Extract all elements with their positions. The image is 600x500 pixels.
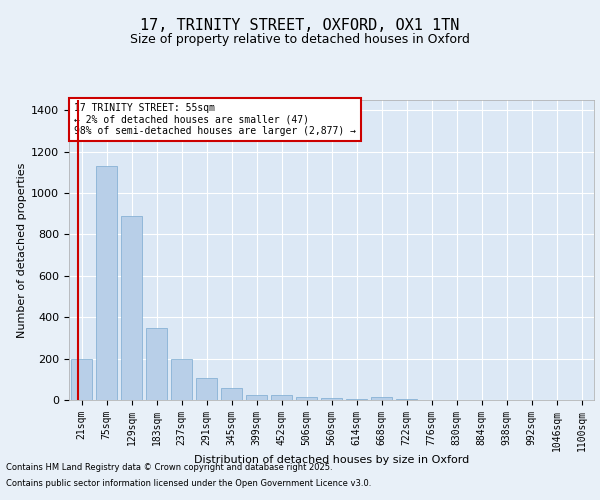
Bar — [296, 397, 317, 400]
Text: Size of property relative to detached houses in Oxford: Size of property relative to detached ho… — [130, 32, 470, 46]
Bar — [96, 166, 117, 400]
Bar — [321, 398, 342, 400]
Bar — [246, 395, 267, 400]
Text: Contains HM Land Registry data © Crown copyright and database right 2025.: Contains HM Land Registry data © Crown c… — [6, 464, 332, 472]
Bar — [271, 395, 292, 400]
Bar — [396, 399, 417, 400]
Bar — [71, 359, 92, 400]
Text: Contains public sector information licensed under the Open Government Licence v3: Contains public sector information licen… — [6, 478, 371, 488]
Text: 17 TRINITY STREET: 55sqm
← 2% of detached houses are smaller (47)
98% of semi-de: 17 TRINITY STREET: 55sqm ← 2% of detache… — [74, 103, 356, 136]
Bar — [221, 388, 242, 400]
Bar — [121, 216, 142, 400]
Bar — [146, 328, 167, 400]
Text: 17, TRINITY STREET, OXFORD, OX1 1TN: 17, TRINITY STREET, OXFORD, OX1 1TN — [140, 18, 460, 32]
Bar — [171, 359, 192, 400]
Bar — [371, 397, 392, 400]
Bar — [346, 399, 367, 400]
X-axis label: Distribution of detached houses by size in Oxford: Distribution of detached houses by size … — [194, 455, 469, 465]
Y-axis label: Number of detached properties: Number of detached properties — [17, 162, 27, 338]
Bar — [196, 378, 217, 400]
